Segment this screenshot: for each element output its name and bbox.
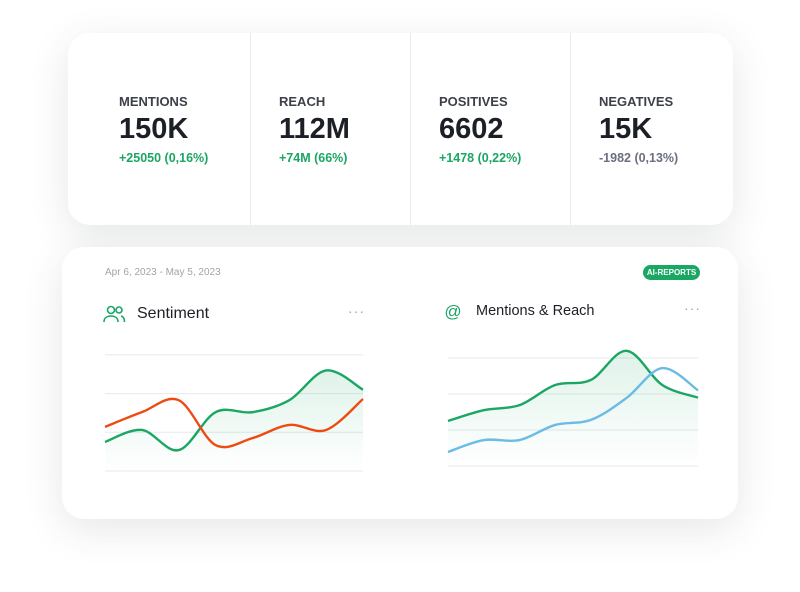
stats-card: MENTIONS 150K +25050 (0,16%) REACH 112M +74M … <box>68 33 733 225</box>
stat-label: REACH <box>279 94 326 109</box>
chart-title: Sentiment <box>137 305 210 322</box>
line <box>447 366 699 454</box>
stat-change: +1478 (0,22%) <box>439 151 522 165</box>
stat-label: POSITIVES <box>439 94 508 109</box>
stat-value: 150K <box>119 113 189 145</box>
chart-title: Mentions & Reach <box>476 303 595 319</box>
area <box>448 350 698 466</box>
stat-value: 112M <box>279 113 350 145</box>
stat-label: NEGATIVES <box>599 94 674 109</box>
at-icon: @ <box>444 302 461 321</box>
stat-value: 15K <box>599 113 653 145</box>
menu-dots[interactable]: ··· <box>348 303 365 319</box>
badge[interactable]: AI-REPORTS <box>643 265 700 280</box>
stat-change: +74M (66%) <box>279 151 348 165</box>
line <box>447 349 699 423</box>
date-range: Apr 6, 2023 - May 5, 2023 <box>105 267 221 278</box>
people-icon <box>103 305 126 323</box>
stat-value: 6602 <box>439 113 504 145</box>
divider <box>570 33 571 225</box>
report-card: Apr 6, 2023 - May 5, 2023 AI-REPORTS Sen… <box>62 247 738 519</box>
menu-dots[interactable]: ··· <box>684 300 701 316</box>
line <box>104 369 364 452</box>
line <box>104 397 364 449</box>
area <box>105 370 363 471</box>
divider <box>410 33 411 225</box>
divider <box>250 33 251 225</box>
stat-change: -1982 (0,13%) <box>599 151 679 165</box>
stat-label: MENTIONS <box>119 94 188 109</box>
stat-change: +25050 (0,16%) <box>119 151 209 165</box>
